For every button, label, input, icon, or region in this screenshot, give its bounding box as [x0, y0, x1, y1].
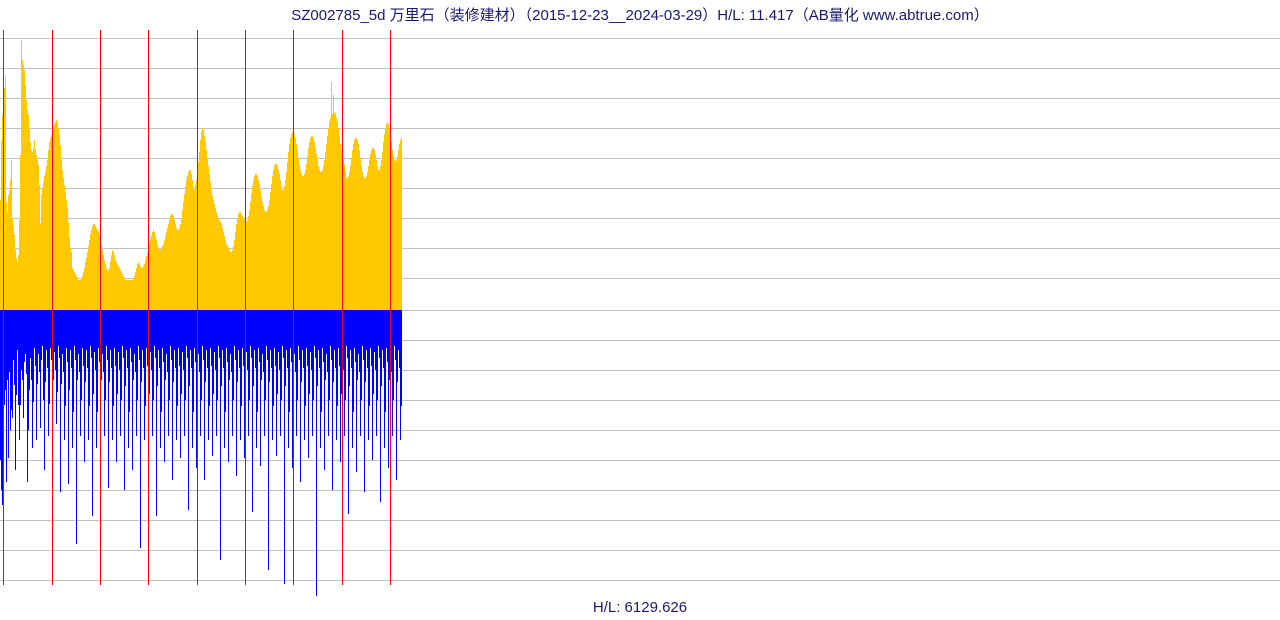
- time-marker: [342, 30, 343, 585]
- gridline: [0, 38, 1280, 39]
- time-marker: [148, 30, 149, 585]
- gridline: [0, 98, 1280, 99]
- gridline: [0, 158, 1280, 159]
- volume-bar: [401, 310, 402, 406]
- gridline: [0, 68, 1280, 69]
- price-bar: [401, 138, 402, 310]
- time-marker: [245, 30, 246, 585]
- gridline: [0, 580, 1280, 581]
- chart-title: SZ002785_5d 万里石（装修建材）（2015-12-23__2024-0…: [0, 4, 1280, 25]
- gridline: [0, 460, 1280, 461]
- time-marker: [100, 30, 101, 585]
- time-marker: [3, 30, 4, 585]
- time-marker: [293, 30, 294, 585]
- bottom-label: H/L: 6129.626: [0, 599, 1280, 616]
- time-marker: [390, 30, 391, 585]
- time-marker: [52, 30, 53, 585]
- time-marker: [197, 30, 198, 585]
- gridline: [0, 550, 1280, 551]
- gridline: [0, 520, 1280, 521]
- gridline: [0, 128, 1280, 129]
- plot-area: [0, 24, 1280, 596]
- gridline: [0, 490, 1280, 491]
